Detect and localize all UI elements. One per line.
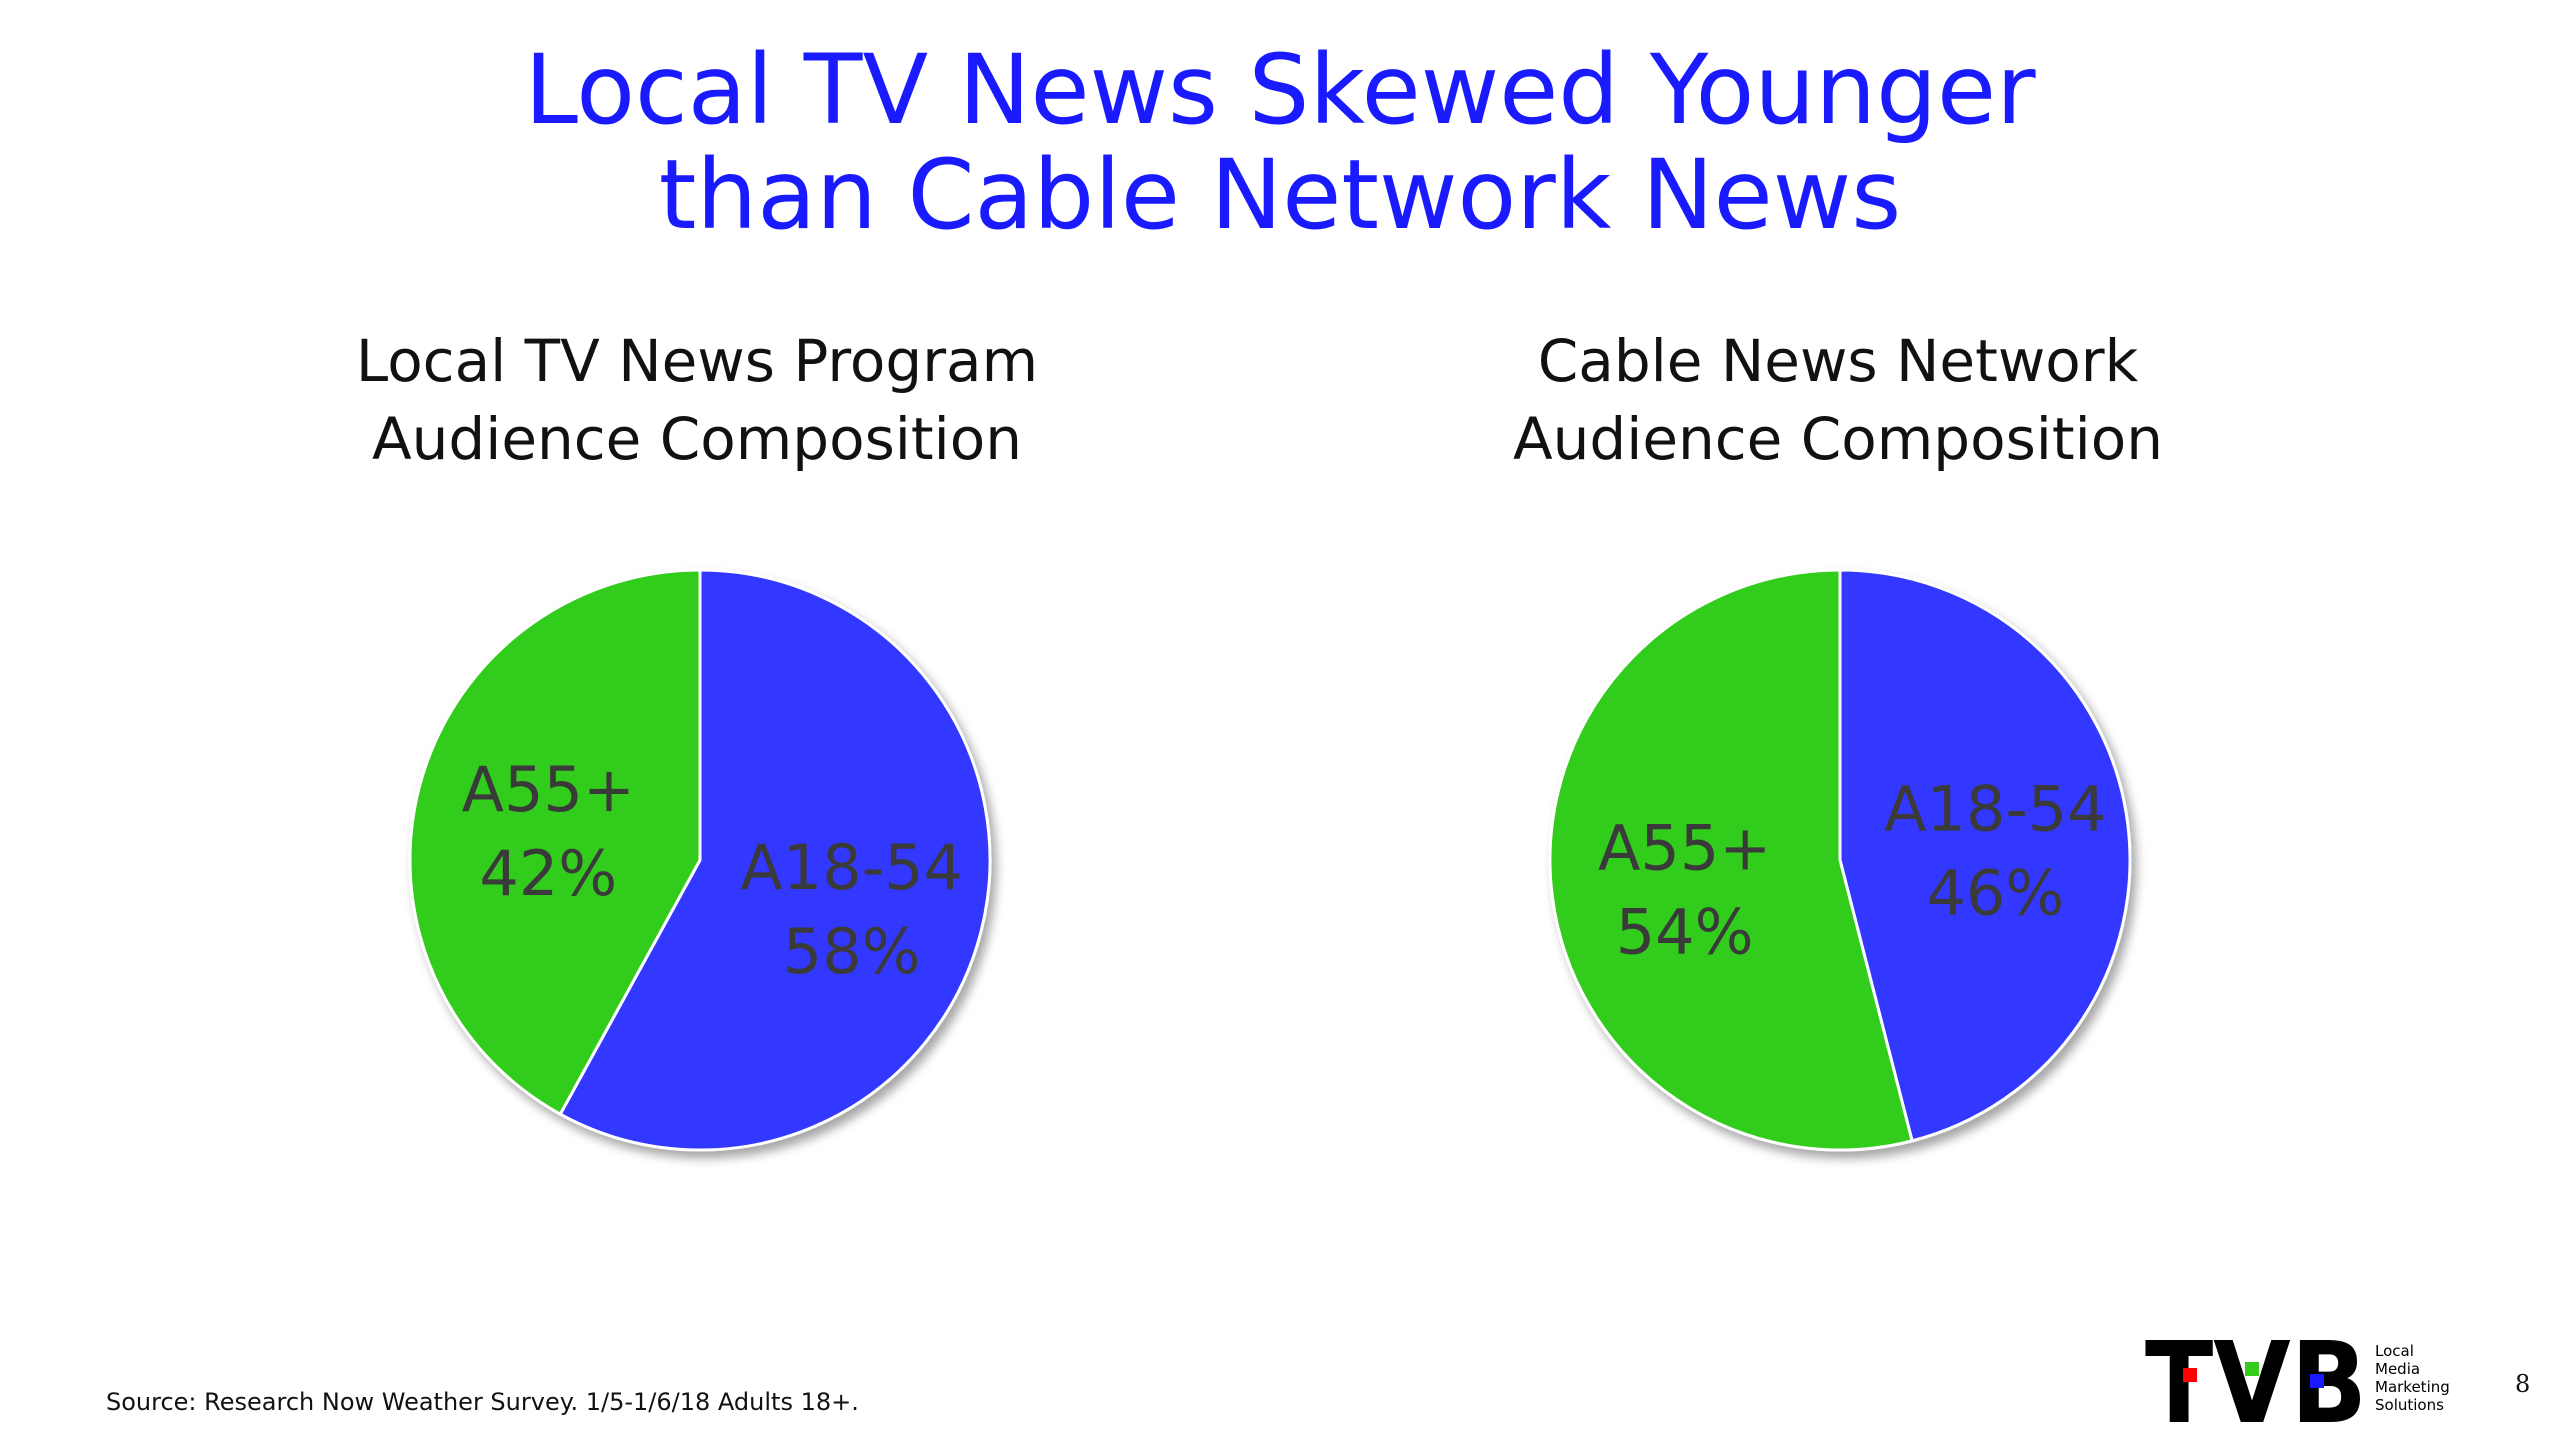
source-note: Source: Research Now Weather Survey. 1/5… — [106, 1388, 859, 1416]
cable-label-a18-54: A18-54 — [1884, 772, 2107, 845]
local-label-a55-plus: A55+ — [462, 753, 635, 826]
logo-tagline-4: Solutions — [2375, 1396, 2444, 1414]
cable-chart-title-line-2: Audience Composition — [1512, 405, 2164, 473]
local-chart-title-line-2: Audience Composition — [371, 405, 1023, 473]
logo-red-square — [2183, 1368, 2197, 1382]
local-value-a55-plus: 42% — [479, 837, 617, 910]
local-chart-title: Local TV News Program Audience Compositi… — [247, 322, 1147, 478]
local-label-a18-54: A18-54 — [740, 831, 963, 904]
logo-blue-square — [2310, 1374, 2324, 1388]
accent-bar-green — [23, 412, 39, 1010]
logo-tagline-3: Marketing — [2375, 1378, 2450, 1396]
local-chart-title-line-1: Local TV News Program — [355, 327, 1039, 395]
cable-value-a55-plus: 54% — [1616, 896, 1754, 969]
tvb-logo: TVB Local Media Marketing Solutions — [2145, 1330, 2450, 1430]
local-slice-a18-54 — [558, 568, 992, 1152]
slide-title: Local TV News Skewed Younger than Cable … — [0, 38, 2560, 248]
local-value-a18-54: 58% — [783, 915, 921, 988]
slide-title-line-1: Local TV News Skewed Younger — [524, 34, 2036, 146]
logo-green-square — [2245, 1362, 2259, 1376]
cable-news-pie-chart: A18-54 46% A55+ 54% — [1548, 568, 2132, 1152]
cable-slice-a18-54 — [1838, 568, 2132, 1143]
local-slice-a55-plus — [408, 568, 702, 1117]
page-number: 8 — [2515, 1370, 2531, 1398]
tvb-logo-mark: TVB — [2145, 1330, 2367, 1430]
slide-title-line-2: than Cable Network News — [658, 139, 1902, 251]
cable-value-a18-54: 46% — [1926, 856, 2064, 929]
logo-tagline-2: Media — [2375, 1360, 2420, 1378]
local-news-pie-chart: A18-54 58% A55+ 42% — [408, 568, 992, 1152]
cable-chart-title-line-1: Cable News Network — [1537, 327, 2139, 395]
accent-bar-blue — [23, 1010, 39, 1440]
cable-label-a55-plus: A55+ — [1598, 812, 1771, 885]
logo-tagline-1: Local — [2375, 1342, 2414, 1360]
cable-slice-a55-plus — [1548, 568, 1914, 1152]
cable-chart-title: Cable News Network Audience Composition — [1388, 322, 2288, 478]
